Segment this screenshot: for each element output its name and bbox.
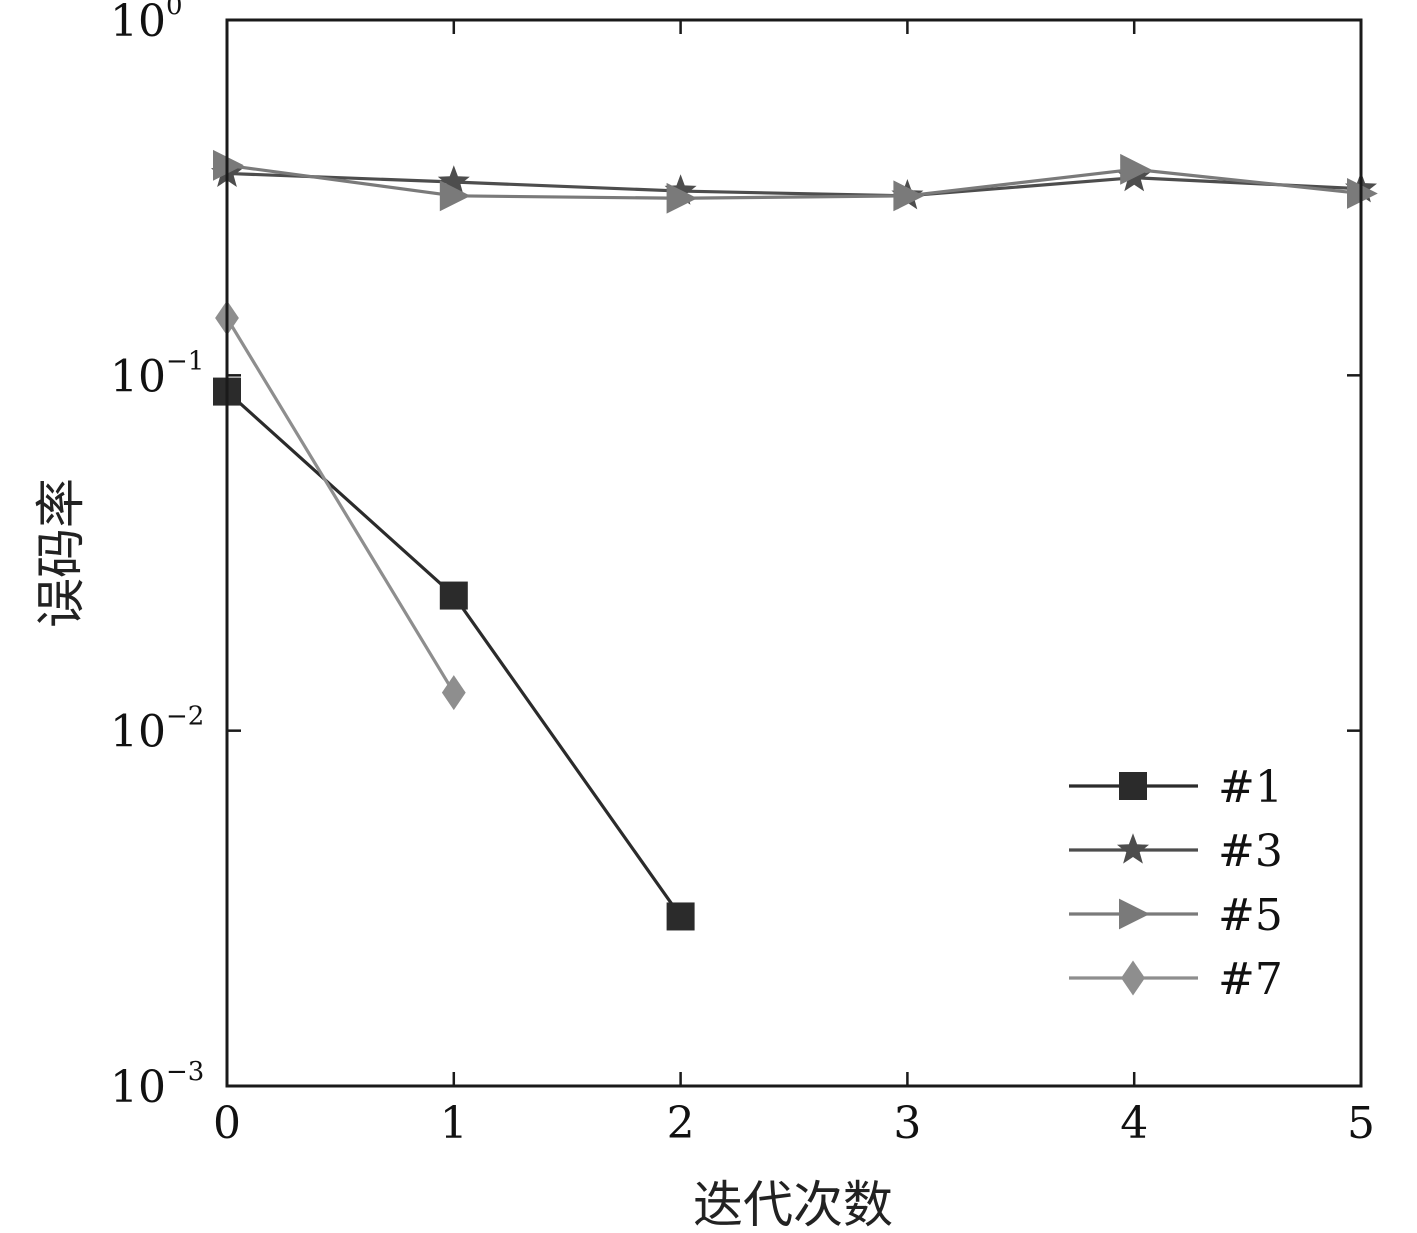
series-line: [226, 171, 1362, 198]
legend-entry: #1: [1069, 762, 1283, 813]
y-tick-label: 10−3: [110, 1057, 204, 1113]
legend-entry: #3: [1069, 826, 1283, 877]
x-tick-label: 4: [1120, 1098, 1148, 1149]
series-1: [213, 377, 695, 931]
data-point-star: [664, 174, 697, 205]
legend-label: #5: [1218, 890, 1283, 941]
x-axis-ticks: 0 1 2 3 4 5: [213, 20, 1375, 1149]
series-4: [215, 300, 466, 711]
legend-label: #1: [1218, 762, 1283, 813]
data-point-triangle-right: [1120, 153, 1151, 185]
legend-entry: #5: [1069, 890, 1283, 941]
series-line: [225, 317, 456, 694]
plot-frame: [225, 18, 1363, 1088]
legend-label: #7: [1218, 954, 1283, 1005]
data-point-triangle-right: [439, 180, 471, 212]
legend-marker-diamond: [1121, 960, 1145, 996]
data-point-star: [437, 165, 470, 196]
legend-entry: #7: [1069, 954, 1283, 1005]
series-layer: [211, 149, 1378, 931]
legend-marker-triangle-right: [1119, 898, 1150, 930]
x-tick-label: 0: [213, 1098, 241, 1149]
legend-marker-square: [1119, 772, 1147, 800]
data-point-square: [439, 581, 468, 610]
series-line: [226, 163, 1362, 200]
data-point-triangle-right: [893, 180, 925, 212]
x-tick-label: 1: [440, 1098, 468, 1149]
y-tick-label: 10−1: [110, 346, 204, 402]
series-2: [211, 156, 1377, 210]
y-tick-label: 100: [110, 0, 183, 47]
data-point-square: [666, 902, 695, 931]
data-point-triangle-right: [666, 182, 698, 214]
data-point-diamond: [441, 675, 466, 711]
legend-marker-star: [1117, 833, 1149, 864]
y-axis-title: 误码率: [32, 478, 90, 628]
x-tick-label: 2: [667, 1098, 695, 1149]
x-tick-label: 3: [893, 1098, 921, 1149]
legend-label: #3: [1218, 826, 1283, 877]
legend: #1 #3 #5 #7: [1069, 762, 1283, 1005]
series-line: [225, 390, 682, 918]
x-tick-label: 5: [1347, 1098, 1375, 1149]
y-tick-label: 10−2: [110, 702, 204, 758]
x-axis-title: 迭代次数: [693, 1176, 893, 1233]
y-axis-ticks: 100 10−1 10−2 10−3: [110, 0, 1361, 1113]
